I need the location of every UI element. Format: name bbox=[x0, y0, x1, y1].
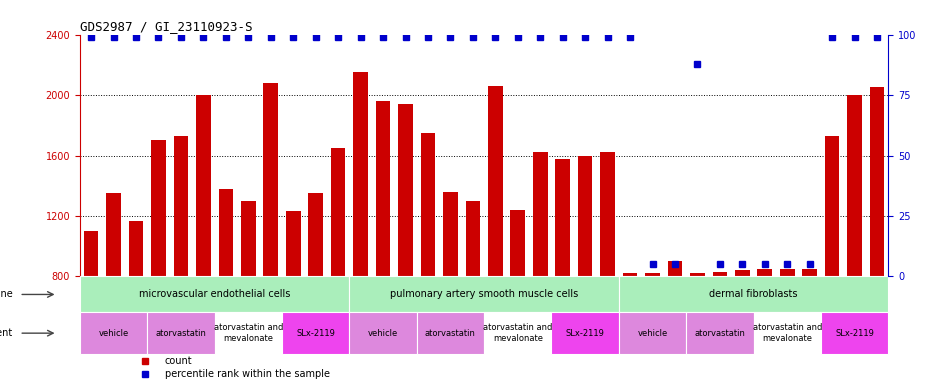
Text: SLx-2119: SLx-2119 bbox=[566, 329, 604, 338]
Bar bbox=[690, 273, 705, 384]
Bar bbox=[803, 269, 817, 384]
Bar bbox=[399, 104, 413, 384]
Text: atorvastatin: atorvastatin bbox=[425, 329, 476, 338]
Bar bbox=[713, 272, 728, 384]
Bar bbox=[196, 95, 211, 384]
Bar bbox=[106, 193, 121, 384]
Bar bbox=[556, 159, 570, 384]
Text: atorvastatin and
mevalonate: atorvastatin and mevalonate bbox=[483, 323, 553, 343]
Bar bbox=[151, 141, 165, 384]
Bar bbox=[80, 276, 350, 313]
Bar bbox=[488, 86, 503, 384]
Text: atorvastatin: atorvastatin bbox=[695, 329, 745, 338]
Text: microvascular endothelial cells: microvascular endothelial cells bbox=[139, 290, 290, 300]
Bar bbox=[847, 95, 862, 384]
Text: SLx-2119: SLx-2119 bbox=[296, 329, 336, 338]
Bar bbox=[219, 189, 233, 384]
Bar bbox=[623, 273, 637, 384]
Bar bbox=[578, 156, 592, 384]
Bar bbox=[263, 83, 278, 384]
Bar bbox=[510, 210, 525, 384]
Text: atorvastatin and
mevalonate: atorvastatin and mevalonate bbox=[213, 323, 283, 343]
Bar bbox=[465, 201, 480, 384]
Bar bbox=[350, 313, 416, 354]
Bar bbox=[129, 220, 143, 384]
Bar bbox=[350, 276, 619, 313]
Bar bbox=[870, 88, 885, 384]
Bar bbox=[645, 273, 660, 384]
Bar bbox=[619, 313, 686, 354]
Bar bbox=[686, 313, 754, 354]
Bar bbox=[619, 276, 888, 313]
Bar bbox=[282, 313, 350, 354]
Bar bbox=[286, 212, 301, 384]
Text: vehicle: vehicle bbox=[368, 329, 399, 338]
Text: GDS2987 / GI_23110923-S: GDS2987 / GI_23110923-S bbox=[80, 20, 253, 33]
Text: atorvastatin: atorvastatin bbox=[155, 329, 207, 338]
Bar bbox=[484, 313, 552, 354]
Text: count: count bbox=[164, 356, 193, 366]
Bar bbox=[80, 313, 148, 354]
Bar bbox=[214, 313, 282, 354]
Bar bbox=[376, 101, 390, 384]
Bar bbox=[601, 152, 615, 384]
Bar bbox=[758, 269, 772, 384]
Bar bbox=[353, 72, 368, 384]
Text: SLx-2119: SLx-2119 bbox=[835, 329, 874, 338]
Bar bbox=[174, 136, 188, 384]
Bar bbox=[148, 313, 214, 354]
Text: atorvastatin and
mevalonate: atorvastatin and mevalonate bbox=[753, 323, 822, 343]
Bar bbox=[84, 231, 99, 384]
Text: dermal fibroblasts: dermal fibroblasts bbox=[710, 290, 798, 300]
Bar bbox=[821, 313, 888, 354]
Bar bbox=[533, 152, 547, 384]
Bar bbox=[421, 133, 435, 384]
Bar bbox=[443, 192, 458, 384]
Bar bbox=[308, 193, 323, 384]
Text: cell line: cell line bbox=[0, 290, 12, 300]
Text: percentile rank within the sample: percentile rank within the sample bbox=[164, 369, 330, 379]
Bar bbox=[780, 269, 794, 384]
Text: vehicle: vehicle bbox=[637, 329, 667, 338]
Text: vehicle: vehicle bbox=[99, 329, 129, 338]
Bar bbox=[667, 262, 682, 384]
Text: agent: agent bbox=[0, 328, 12, 338]
Bar bbox=[416, 313, 484, 354]
Text: pulmonary artery smooth muscle cells: pulmonary artery smooth muscle cells bbox=[390, 290, 578, 300]
Bar bbox=[552, 313, 619, 354]
Bar bbox=[241, 201, 256, 384]
Bar bbox=[825, 136, 839, 384]
Bar bbox=[735, 270, 749, 384]
Bar bbox=[754, 313, 821, 354]
Bar bbox=[331, 148, 345, 384]
